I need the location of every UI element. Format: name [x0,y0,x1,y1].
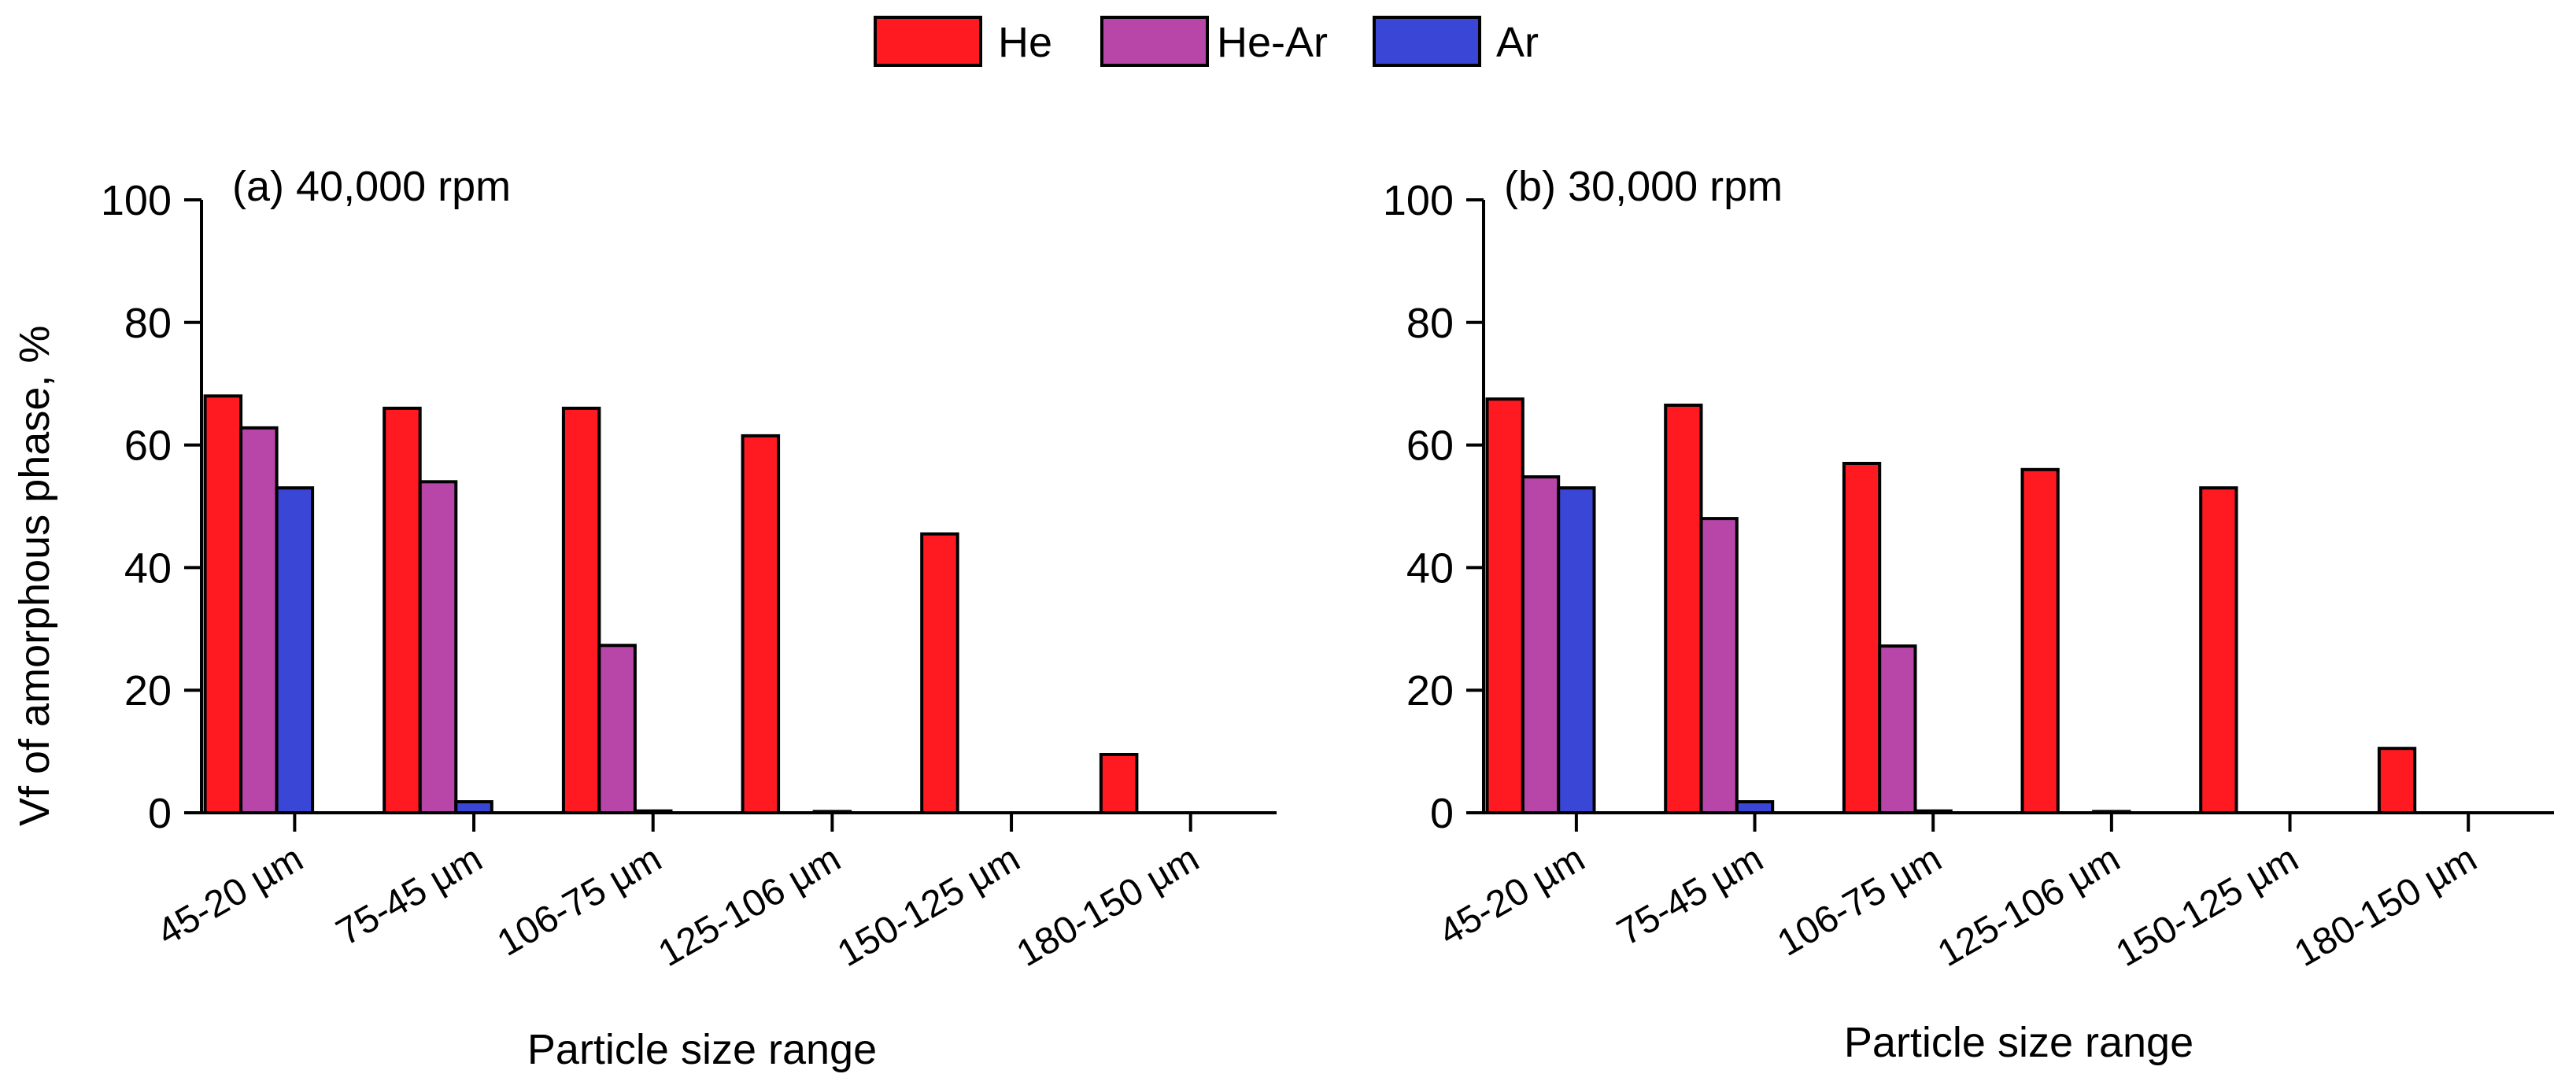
legend-label-he: He [998,19,1052,66]
x-tick-label-b-2: 75-45 µm [1610,838,1770,954]
bar-b-he-4 [2020,467,2060,814]
chart-panel-a: (a) 40,000 rpm Particle size range 0 20 40… [101,163,1277,1073]
y-tick-label-b-100: 100 [1383,177,1454,224]
bar-b-he-6 [2377,747,2417,815]
x-tick-label-a-1: 45-20 µm [150,838,310,954]
y-tick-label-b-0: 0 [1430,790,1454,837]
y-axis-label: Vf of amorphous phase, % [11,326,58,826]
bar-b-he-ar-3 [1878,644,1917,814]
x-tick-label-a-3: 106-75 µm [490,838,668,965]
bar-a-he-ar-1 [239,426,279,814]
chart-panel-b: (b) 30,000 rpm Particle size range 0 20 40… [1383,163,2554,1066]
bar-a-he-1 [203,394,243,814]
bar-a-ar-2 [454,800,493,814]
y-tick-label-a-100: 100 [101,177,172,224]
y-tick-label-a-20: 20 [124,667,172,714]
y-tick-label-b-80: 80 [1406,300,1454,347]
bar-b-he-ar-1 [1521,475,1561,814]
bar-b-he-3 [1842,462,1882,814]
x-tick-label-a-5: 150-125 µm [830,838,1026,975]
y-tick-label-b-40: 40 [1406,544,1454,592]
y-tick-label-a-0: 0 [148,790,172,837]
legend-swatch-he-ar [1100,16,1209,67]
x-tick-label-a-2: 75-45 µm [330,838,490,954]
bar-b-he-ar-2 [1699,517,1739,814]
bar-a-he-5 [920,532,959,814]
x-tick-label-b-1: 45-20 µm [1432,838,1591,954]
bar-b-he-5 [2199,486,2238,814]
legend: He He-Ar Ar [874,16,1539,67]
y-tick-label-b-20: 20 [1406,667,1454,714]
x-tick-label-a-6: 180-150 µm [1010,838,1206,975]
bar-a-he-4 [741,434,781,815]
bar-a-he-3 [561,406,601,814]
legend-swatch-ar [1373,16,1481,67]
y-tick-label-b-60: 60 [1406,423,1454,470]
bar-a-ar-1 [275,486,315,814]
panel-b-title: (b) 30,000 rpm [1504,163,1783,210]
legend-label-ar: Ar [1496,19,1539,66]
bar-b-he-2 [1664,404,1703,814]
bar-a-he-ar-3 [597,644,637,814]
legend-label-he-ar: He-Ar [1217,19,1328,66]
x-tick-label-b-3: 106-75 µm [1771,838,1949,965]
bar-b-he-1 [1485,397,1525,814]
x-tick-label-b-4: 125-106 µm [1931,838,2127,975]
bar-a-he-ar-2 [418,480,458,814]
y-tick-label-a-40: 40 [124,544,172,592]
x-tick-label-b-5: 150-125 µm [2109,838,2305,975]
panel-a-x-axis-label: Particle size range [527,1026,877,1073]
legend-swatch-he [874,16,982,67]
bar-a-he-6 [1099,753,1139,814]
y-tick-label-a-60: 60 [124,423,172,470]
bar-b-ar-1 [1557,486,1596,814]
panel-b-x-axis-label: Particle size range [1844,1019,2193,1066]
bar-a-he-2 [383,406,422,814]
x-tick-label-a-4: 125-106 µm [652,838,848,975]
y-tick-label-a-80: 80 [124,300,172,347]
bar-b-ar-2 [1735,800,1775,814]
panel-a-title: (a) 40,000 rpm [232,163,511,210]
x-tick-label-b-6: 180-150 µm [2288,838,2484,975]
